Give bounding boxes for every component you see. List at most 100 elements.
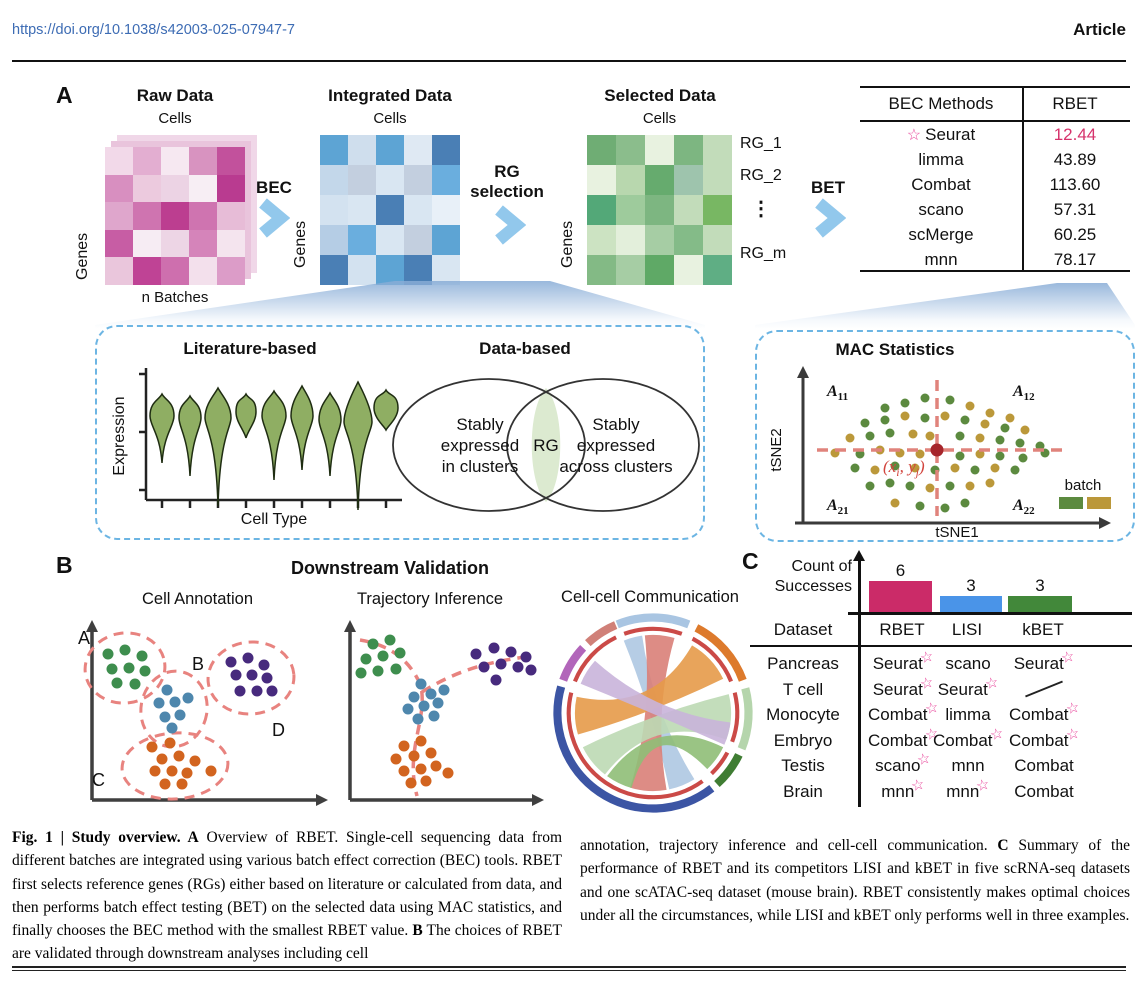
- violin-shape: [290, 384, 314, 471]
- cluster-dot: [394, 647, 406, 659]
- rg-selection-line2: selection: [470, 182, 544, 201]
- count-axis-label-1: Count of: [791, 558, 852, 575]
- heatmap-cell: [432, 225, 460, 255]
- bar-value-label: 6: [895, 561, 906, 580]
- venn-center-label: RG: [533, 436, 559, 455]
- heatmap-cell: [105, 257, 133, 285]
- heatmap-cell: [432, 135, 460, 165]
- dataset-header: Dataset: [773, 620, 833, 639]
- heatmap-cell: [432, 255, 460, 285]
- raw-cells-label: Cells: [158, 110, 192, 127]
- heatmap-cell: [217, 202, 245, 230]
- cluster-dot: [425, 747, 437, 759]
- method-name: scMerge: [908, 224, 974, 244]
- bar-RBET: [869, 581, 932, 612]
- panel-a-label: A: [56, 82, 73, 108]
- cluster-dot: [377, 650, 389, 662]
- cluster-dot: [415, 678, 427, 690]
- heatmap-cell: [404, 225, 432, 255]
- cluster-dot: [438, 684, 450, 696]
- cluster-dot: [390, 753, 402, 765]
- quadrant-label: A21: [826, 497, 849, 517]
- heatmap-cell: [217, 229, 245, 258]
- method-cell: Seurat☆: [860, 648, 946, 674]
- scatter-dot: [945, 481, 955, 491]
- mac-statistics-title: MAC Statistics: [835, 340, 955, 359]
- mac-ylabel: tSNE2: [768, 428, 785, 471]
- heatmap-cell: [376, 195, 404, 225]
- heatmap-cell: [674, 135, 703, 165]
- cluster-dot: [384, 634, 396, 646]
- cluster-dot: [495, 658, 507, 670]
- scatter-dot: [1005, 413, 1015, 423]
- chevron-right-icon: [815, 198, 846, 238]
- integrated-genes-label: Genes: [292, 220, 309, 268]
- method-cell: limma: [922, 705, 1014, 725]
- bec-methods-table: BEC Methods RBET ☆ Seurat 12.44 limma 43.89 C…: [860, 86, 1130, 272]
- funnel-right: [755, 283, 1135, 329]
- cluster-dot: [139, 665, 151, 677]
- raw-genes-label: Genes: [74, 232, 91, 280]
- scatter-dot: [985, 408, 995, 418]
- heatmap-cell: [587, 225, 616, 255]
- col-header-methods: BEC Methods: [888, 94, 994, 113]
- cluster-dot: [428, 710, 440, 722]
- cluster-dot: [136, 650, 148, 662]
- table-header-row: BEC Methods RBET: [860, 88, 1130, 122]
- method-cell: scano☆: [860, 750, 946, 776]
- heatmap-cell: [432, 165, 460, 195]
- cluster-dot: [408, 691, 420, 703]
- method-cell: scMerge: [860, 225, 1022, 245]
- raw-data-title: Raw Data: [136, 86, 214, 105]
- heatmap-cell: [645, 165, 674, 195]
- chord-inner-ring: [623, 626, 683, 636]
- table-row: scMerge 60.25: [860, 222, 1130, 247]
- heatmap-cell: [320, 135, 348, 165]
- dataset-name: T cell: [782, 679, 824, 699]
- cluster-dot: [159, 711, 171, 723]
- heatmap-cell: [133, 147, 161, 175]
- heatmap-cell: [404, 255, 432, 285]
- table-row: Embryo Combat☆ Combat☆ Combat☆: [750, 724, 1132, 755]
- caption-text: Summary of the performance of RBET and i…: [580, 837, 1130, 924]
- heatmap-cell: [161, 147, 189, 175]
- chord-ribbon: [582, 694, 732, 775]
- bet-arrow-label: BET: [811, 178, 845, 197]
- dataset-name: Monocyte: [766, 705, 840, 724]
- heatmap-cell: [404, 195, 432, 225]
- trajectory-inference-title: Trajectory Inference: [356, 590, 504, 608]
- scatter-dot: [880, 403, 890, 413]
- article-label: Article: [1073, 20, 1126, 39]
- method-name: Combat: [911, 174, 971, 194]
- chord-inner-ring: [566, 692, 704, 800]
- cell-communication-title: Cell-cell Communication: [561, 588, 739, 606]
- cluster-dot: [119, 644, 131, 656]
- heatmap-cell: [161, 257, 189, 285]
- cluster-dot: [242, 652, 254, 664]
- heatmap-cell: [217, 257, 245, 285]
- method-name: Combat: [1014, 781, 1074, 801]
- cluster-dot: [166, 765, 178, 777]
- caption-text: The choices of RBET are validated throug…: [12, 922, 562, 963]
- scatter-dot: [890, 461, 900, 471]
- cluster-dot: [258, 659, 270, 671]
- legend-swatch: [1087, 497, 1111, 509]
- cluster-dot: [174, 709, 186, 721]
- method-cell: Combat☆: [998, 724, 1090, 751]
- heatmap-cell: [133, 229, 161, 258]
- method-name: mnn: [881, 781, 915, 801]
- violin-shape: [261, 389, 287, 481]
- scatter-dot: [960, 415, 970, 425]
- cluster-dot: [149, 765, 161, 777]
- cluster-dot: [251, 685, 263, 697]
- doi-link[interactable]: https://doi.org/10.1038/s42003-025-07947…: [12, 22, 295, 38]
- method-name: limma: [945, 705, 991, 724]
- heatmap-cell: [376, 255, 404, 285]
- scatter-dot: [850, 463, 860, 473]
- cluster-label: D: [272, 720, 285, 740]
- raw-batches-label: n Batches: [141, 289, 209, 306]
- chord-inner-ring: [691, 636, 734, 683]
- chord-inner-ring: [710, 751, 730, 776]
- venn-diagram: Stably expressed in clusters RG Stably expr…: [392, 378, 700, 512]
- cluster-dot: [246, 669, 258, 681]
